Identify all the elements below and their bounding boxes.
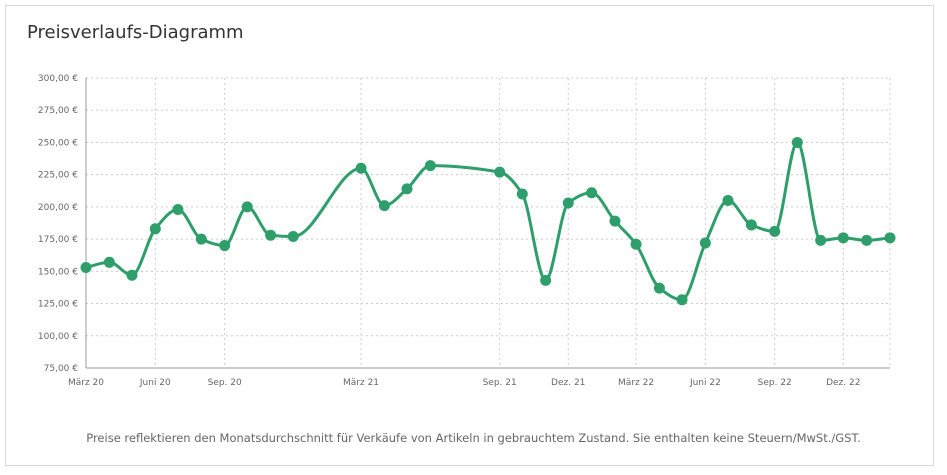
chart-title: Preisverlaufs-Diagramm [27, 22, 244, 43]
y-tick-label: 75,00 € [44, 364, 79, 374]
x-tick-label: Sep. 20 [208, 378, 242, 388]
chart-footnote: Preise reflektieren den Monatsdurchschni… [86, 431, 861, 445]
data-point [149, 223, 161, 235]
x-tick-label: Juni 22 [689, 378, 721, 388]
data-point [884, 232, 896, 244]
data-point [540, 274, 552, 286]
data-point [815, 234, 827, 246]
data-point [516, 188, 528, 200]
data-point [653, 282, 665, 294]
data-point [586, 187, 598, 199]
data-point [861, 234, 873, 246]
data-point [355, 162, 367, 174]
data-point [172, 203, 184, 215]
data-point [219, 240, 231, 252]
data-point [609, 215, 621, 227]
x-tick-label: März 22 [618, 378, 654, 388]
data-point [424, 160, 436, 172]
x-tick-label: März 21 [343, 378, 379, 388]
x-tick-label: Dez. 21 [551, 378, 585, 388]
data-point [791, 136, 803, 148]
y-tick-label: 125,00 € [38, 300, 78, 310]
x-tick-label: Dez. 22 [826, 378, 860, 388]
data-point [80, 261, 92, 273]
data-point [378, 200, 390, 212]
y-tick-label: 225,00 € [38, 171, 78, 181]
data-point [745, 219, 757, 231]
data-point [630, 238, 642, 250]
data-point [287, 231, 299, 243]
x-tick-label: März 20 [68, 378, 104, 388]
data-point [722, 194, 734, 206]
data-point [195, 233, 207, 245]
x-tick-label: Juni 20 [139, 378, 171, 388]
price-series-line [85, 140, 891, 302]
data-point [401, 183, 413, 195]
y-tick-label: 300,00 € [38, 74, 78, 84]
y-tick-label: 200,00 € [38, 203, 78, 213]
data-point [676, 294, 688, 306]
x-tick-label: Sep. 21 [483, 378, 517, 388]
data-point [126, 269, 138, 281]
data-point [103, 256, 115, 268]
data-point [769, 225, 781, 237]
y-tick-label: 100,00 € [38, 332, 78, 342]
y-tick-label: 275,00 € [38, 106, 78, 116]
price-history-card [5, 5, 934, 466]
data-point [265, 229, 277, 241]
data-point [562, 197, 574, 209]
y-tick-label: 150,00 € [38, 267, 78, 277]
data-point [241, 201, 253, 213]
data-point [494, 166, 506, 178]
y-tick-label: 250,00 € [38, 138, 78, 148]
y-tick-label: 175,00 € [38, 235, 78, 245]
data-point [837, 232, 849, 244]
data-point [699, 237, 711, 249]
x-tick-label: Sep. 22 [758, 378, 792, 388]
